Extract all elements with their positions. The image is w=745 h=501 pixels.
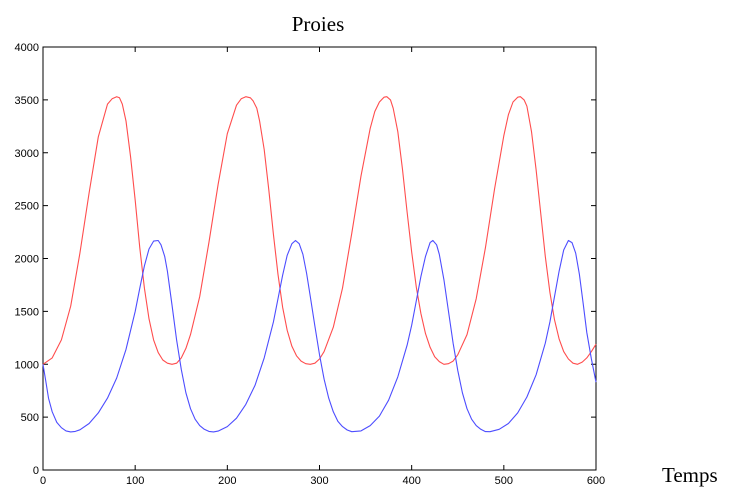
y-tick-label: 1000 [15,359,39,371]
y-tick-label: 3500 [15,95,39,107]
x-axis: 0 100 200 300 400 500 600 [40,47,605,487]
x-tick-label: 200 [218,475,236,487]
series-line-1 [42,96,597,365]
chart-title: Proies [292,12,345,36]
plot-frame [42,46,597,471]
y-tick-label: 3000 [15,148,39,160]
y-tick-label: 1500 [15,306,39,318]
series-layer [42,96,597,433]
x-tick-label: 300 [310,475,328,487]
x-tick-label: 600 [587,475,605,487]
y-tick-label: 0 [33,465,39,477]
x-tick-label: 500 [495,475,513,487]
x-tick-label: 400 [402,475,420,487]
y-tick-label: 4000 [15,42,39,54]
y-tick-label: 2500 [15,201,39,213]
x-tick-label: 100 [126,475,144,487]
x-axis-label: Temps [662,463,718,487]
y-axis: 0 500 1000 1500 2000 2500 3000 3500 4000 [15,42,596,477]
plot-area-border [42,46,597,471]
series-line-2 [42,239,597,433]
y-tick-label: 500 [21,412,39,424]
x-tick-label: 0 [40,475,46,487]
y-tick-label: 2000 [15,254,39,266]
